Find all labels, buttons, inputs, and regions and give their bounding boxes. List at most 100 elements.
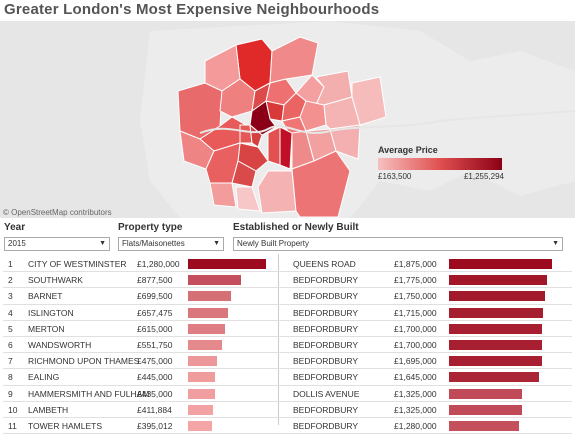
street-price-bar[interactable] [449,420,519,431]
borough-name: BARNET [28,291,63,302]
year-select-value: 2015 [8,239,26,248]
street-price-bar[interactable] [449,259,552,269]
table-row[interactable]: 4 ISLINGTON £657,475 BEDFORDBURY £1,715,000 [0,305,575,321]
row-separator [3,368,572,370]
borough-newham[interactable] [299,100,327,132]
street-price-bar[interactable] [449,388,522,399]
street-name: BEDFORDBURY [293,339,359,350]
borough-price-bar[interactable] [188,420,212,431]
borough-havering[interactable] [351,76,387,126]
legend-max-label: £1,255,294 [463,172,504,181]
row-separator [3,303,572,305]
table-row[interactable]: 11 TOWER HAMLETS £395,012 BEDFORDBURY £1,280… [0,418,575,434]
borough-bromley[interactable] [291,150,351,218]
street-price-bar[interactable] [449,356,542,367]
borough-price-bar[interactable] [188,259,266,269]
borough-price: £475,000 [137,356,173,367]
map-legend: Average Price £163,500 £1,255,294 [378,145,508,181]
borough-price: £615,000 [137,323,173,334]
borough-rank: 1 [8,259,13,269]
borough-southwark[interactable] [279,126,293,170]
london-map[interactable]: © OpenStreetMap contributors Average Pri… [0,21,575,218]
borough-sutton[interactable] [235,186,261,212]
street-name: BEDFORDBURY [293,420,359,431]
borough-price: £395,012 [137,420,173,431]
property-type-filter: Property type Flats/Maisonettes ▼ [118,222,224,251]
street-name: QUEENS ROAD [293,259,356,269]
borough-price-bar[interactable] [188,404,213,415]
table-row[interactable]: 1 CITY OF WESTMINSTER £1,280,000 QUEENS ROA… [0,256,575,273]
borough-map-svg[interactable] [0,21,575,218]
year-select[interactable]: 2015 ▼ [4,237,110,251]
borough-price-bar[interactable] [188,356,217,367]
row-separator [3,352,572,354]
borough-price: £877,500 [137,275,173,286]
borough-rank: 2 [8,275,13,286]
borough-price-bar[interactable] [188,339,222,350]
property-type-select[interactable]: Flats/Maisonettes ▼ [118,237,224,251]
established-filter: Established or Newly Built Newly Built P… [233,222,563,251]
table-row[interactable]: 3 BARNET £699,500 BEDFORDBURY £1,750,000 [0,288,575,305]
table-row[interactable]: 9 HAMMERSMITH AND FULHAM £435,000 DOLLIS AV… [0,386,575,402]
street-price-bar[interactable] [449,372,539,383]
borough-name: MERTON [28,323,65,334]
table-row[interactable]: 7 RICHMOND UPON THAMES £475,000 BEDFORDBURY… [0,353,575,370]
property-type-filter-label: Property type [118,222,183,233]
street-price-bar[interactable] [449,275,547,286]
borough-camden[interactable] [251,82,271,113]
borough-rank: 3 [8,291,13,302]
borough-name: ISLINGTON [28,307,74,318]
street-name: BEDFORDBURY [293,372,359,383]
street-price-bar[interactable] [449,339,542,350]
borough-price-bar[interactable] [188,307,228,318]
established-select[interactable]: Newly Built Property ▼ [233,237,563,251]
legend-title: Average Price [378,145,438,155]
street-name: BEDFORDBURY [293,291,359,302]
borough-price: £551,750 [137,339,173,350]
borough-bexley[interactable] [329,124,361,160]
borough-croydon[interactable] [257,170,297,214]
street-price-bar[interactable] [449,323,542,334]
row-separator [3,335,572,337]
street-price: £1,775,000 [394,275,437,286]
street-price-bar[interactable] [449,291,545,302]
year-filter: Year 2015 ▼ [4,222,110,251]
ranking-table: 1 CITY OF WESTMINSTER £1,280,000 QUEENS ROA… [0,256,575,434]
map-attribution[interactable]: © OpenStreetMap contributors [3,208,112,217]
table-row[interactable]: 5 MERTON £615,000 BEDFORDBURY £1,700,000 [0,321,575,337]
street-name: BEDFORDBURY [293,275,359,286]
table-row[interactable]: 10 LAMBETH £411,884 BEDFORDBURY £1,325,000 [0,402,575,418]
established-select-value: Newly Built Property [237,239,310,248]
borough-price-bar[interactable] [188,291,231,302]
street-price: £1,325,000 [394,388,437,399]
borough-name: WANDSWORTH [28,339,92,350]
row-separator [3,287,572,289]
street-name: BEDFORDBURY [293,323,359,334]
street-price: £1,325,000 [394,404,437,415]
borough-rank: 4 [8,307,13,318]
borough-price-bar[interactable] [188,323,225,334]
borough-name: RICHMOND UPON THAMES [28,356,140,367]
street-price-bar[interactable] [449,307,543,318]
borough-price-bar[interactable] [188,372,215,383]
table-row[interactable]: 8 EALING £445,000 BEDFORDBURY £1,645,000 [0,369,575,386]
borough-kingston[interactable] [209,182,237,208]
row-separator [3,271,572,273]
chevron-down-icon: ▼ [213,240,220,247]
legend-min-label: £163,500 [378,172,412,181]
table-row[interactable]: 6 WANDSWORTH £551,750 BEDFORDBURY £1,700,000 [0,337,575,354]
borough-rank: 8 [8,372,13,383]
borough-price: £445,000 [137,372,173,383]
table-divider [278,254,279,425]
borough-lambeth[interactable] [267,126,281,166]
borough-name: EALING [28,372,60,383]
chevron-down-icon: ▼ [552,240,559,247]
borough-price-bar[interactable] [188,388,215,399]
borough-rank: 5 [8,323,13,334]
street-price-bar[interactable] [449,404,522,415]
table-row[interactable]: 2 SOUTHWARK £877,500 BEDFORDBURY £1,775,000 [0,272,575,289]
borough-price-bar[interactable] [188,275,241,286]
street-price: £1,700,000 [394,323,437,334]
borough-name: TOWER HAMLETS [28,420,102,431]
borough-rank: 7 [8,356,13,367]
